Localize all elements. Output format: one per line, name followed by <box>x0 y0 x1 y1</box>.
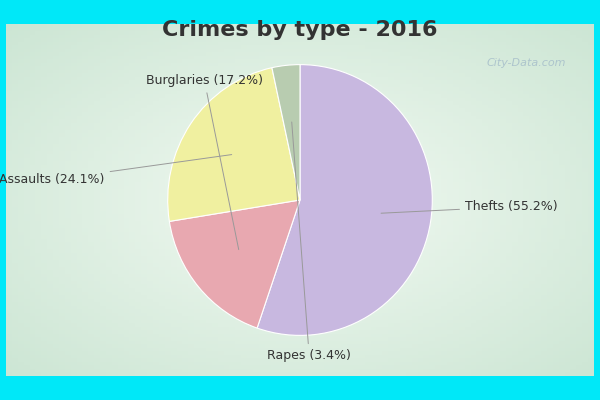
Text: Rapes (3.4%): Rapes (3.4%) <box>267 122 351 362</box>
Wedge shape <box>168 68 300 222</box>
Text: City-Data.com: City-Data.com <box>487 58 566 68</box>
Text: Crimes by type - 2016: Crimes by type - 2016 <box>162 20 438 40</box>
Wedge shape <box>272 65 300 200</box>
Text: Thefts (55.2%): Thefts (55.2%) <box>381 200 557 213</box>
Text: Burglaries (17.2%): Burglaries (17.2%) <box>146 74 263 250</box>
Text: Assaults (24.1%): Assaults (24.1%) <box>0 154 232 186</box>
Wedge shape <box>257 65 432 335</box>
Wedge shape <box>169 200 300 328</box>
